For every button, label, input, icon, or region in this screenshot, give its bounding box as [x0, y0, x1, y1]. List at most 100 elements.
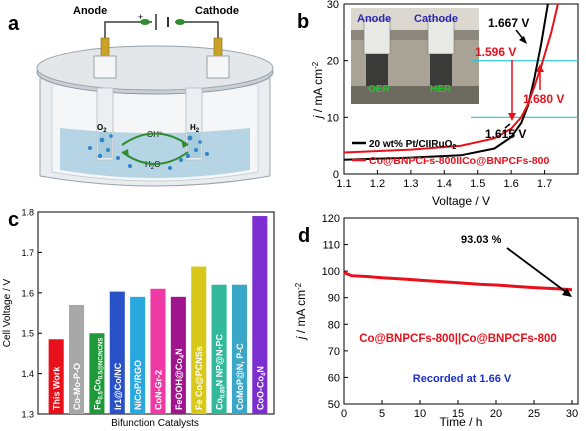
axis-ticks-b: 1.1 1.2 1.3 1.4 1.5 1.6 1.7 0 10 20 30 [327, 0, 552, 190]
x-tick-label-b: 1.1 [336, 178, 351, 190]
bar-label-c: Ir1@Co/NC [113, 362, 123, 410]
y-tick-label-d: 120 [322, 213, 340, 225]
bar-c [89, 333, 105, 414]
y-tick-label-c: 1.6 [21, 288, 34, 298]
y-tick-label-b: 0 [333, 169, 339, 181]
x-tick-label-d: 0 [341, 408, 347, 420]
y-tick-label-d: 80 [328, 319, 340, 331]
ylabel-d: j / mA cm-2 [294, 282, 308, 341]
photo-cathode-label: Cathode [414, 13, 458, 25]
bar-label-c: Fe Co@PCNSs [194, 346, 204, 410]
bar-c [48, 339, 64, 414]
electrolyzer-photo-inset [351, 8, 479, 104]
x-tick-label-d: 20 [490, 408, 502, 420]
bar-c [170, 296, 186, 414]
series-line-d-0 [343, 271, 573, 292]
panel-label-b: b [297, 11, 309, 33]
reference-lines-b [471, 60, 578, 118]
bar-label-c: This Work [52, 366, 62, 410]
bar-c [150, 288, 166, 414]
cathode-electrode [185, 37, 230, 161]
bar-label-c: CoMoP@N, P-C [235, 343, 245, 410]
h2-label: H2 [190, 123, 200, 134]
x-tick-label-b: 1.3 [403, 178, 418, 190]
series-line-b-0 [343, 3, 549, 161]
annotation-1667: 1.667 V [488, 16, 529, 30]
circuit-wires [104, 14, 219, 38]
series-group-b [343, 3, 559, 161]
axis-ticks-c: 1.3 1.4 1.5 1.6 1.7 1.8 [21, 208, 42, 420]
panel-label-c: c [8, 209, 19, 231]
bar-label-c: CoN-Gr-2 [154, 370, 164, 410]
bar-label-c: Co-Mo-P-O [72, 363, 82, 410]
y-tick-label-d: 70 [328, 346, 340, 358]
anode-label: Anode [73, 5, 107, 17]
y-tick-label-b: 30 [327, 0, 339, 11]
series-line-b-1 [343, 3, 559, 154]
legend-b: 20 wt% Pt/CIIRuO2 Co@BNPCFs-800IICo@BNPC… [352, 139, 550, 167]
x-tick-label-b: 1.7 [537, 178, 552, 190]
ylabel-c: Cell Voltage / V [2, 278, 13, 347]
legend-item-co-bnpcfs: Co@BNPCFs-800IICo@BNPCFs-800 [369, 155, 550, 167]
x-tick-label-b: 1.6 [503, 178, 518, 190]
y-tick-label-c: 1.8 [21, 208, 34, 218]
bars-c: This Work Co-Mo-P-O Fe0.5Co0.5@NC/NCNS Ir1@… [48, 216, 268, 414]
y-tick-label-d: 50 [328, 399, 340, 411]
bar-label-c: FeOOH@Co4N [174, 348, 186, 410]
bar-label-c: Co0.85N NP@N-PC [215, 334, 227, 410]
bar-label-c: CoO-Co4N [255, 366, 267, 410]
y-tick-label-d: 100 [322, 266, 340, 278]
annotation-arrows-b [504, 29, 544, 129]
bar-label-c: NiCoP/RGO [133, 360, 143, 410]
x-tick-label-b: 1.2 [370, 178, 385, 190]
xlabel-b: Voltage / V [432, 194, 490, 208]
bar-c [130, 296, 146, 414]
photo-anode-label: Anode [357, 13, 391, 25]
anode-electrode [93, 37, 117, 161]
annotation-9303: 93.03 % [461, 234, 502, 246]
panel-d: d 0 5 10 15 20 25 30 50 60 70 80 90 100 110 120 93.03 … [294, 213, 579, 429]
bar-c [191, 266, 207, 414]
x-tick-label-d: 15 [452, 408, 464, 420]
y-tick-label-b: 20 [327, 56, 339, 68]
y-tick-label-c: 1.3 [21, 410, 34, 420]
bar-c [69, 304, 85, 414]
photo-her-label: HER [430, 84, 452, 95]
bar-c [252, 216, 268, 414]
annotation-arrow-d [506, 247, 572, 297]
y-tick-label-d: 110 [322, 240, 340, 252]
legend-item-pt-ruo2: 20 wt% Pt/CIIRuO2 [369, 139, 456, 151]
y-tick-label-d: 60 [328, 372, 340, 384]
series-group-d [343, 271, 573, 292]
annotation-1615: 1.615 V [485, 127, 526, 141]
plus-sign: + [138, 12, 143, 22]
panel-label-a: a [8, 13, 20, 35]
y-tick-label-c: 1.5 [21, 329, 34, 339]
y-tick-label-c: 1.7 [21, 248, 34, 258]
y-tick-label-d: 90 [328, 293, 340, 305]
panel-label-d: d [298, 225, 310, 247]
y-tick-label-b: 10 [327, 112, 339, 124]
bar-label-c: Fe0.5Co0.5@NC/NCNS [92, 338, 104, 410]
cathode-label: Cathode [195, 5, 239, 17]
x-tick-label-d: 10 [414, 408, 426, 420]
panel-b: b Anode Cathode OER HER 1.1 1.2 1.3 1.4 1.5 1… [297, 0, 579, 208]
recorded-note: Recorded at 1.66 V [413, 373, 512, 385]
x-tick-label-b: 1.4 [437, 178, 452, 190]
y-tick-label-c: 1.4 [21, 369, 34, 379]
xlabel-d: Time / h [440, 415, 483, 429]
x-tick-label-d: 30 [566, 408, 578, 420]
panel-a: a Anode Cathode + [8, 5, 274, 187]
x-tick-label-d: 5 [379, 408, 385, 420]
bar-c [231, 284, 247, 414]
bar-c [109, 291, 125, 414]
ylabel-b: j / mA cm-2 [311, 61, 325, 120]
series-label-d: Co@BNPCFs-800||Co@BNPCFs-800 [359, 333, 557, 345]
annotation-1680: 1.680 V [523, 92, 564, 106]
gas-bubbles [88, 134, 209, 170]
annotation-1596: 1.596 V [475, 45, 516, 59]
x-tick-label-b: 1.5 [470, 178, 485, 190]
panel-c: c 1.3 1.4 1.5 1.6 1.7 1.8 This Work Co-Mo-P-O F… [2, 208, 275, 429]
bar-c [211, 284, 227, 414]
